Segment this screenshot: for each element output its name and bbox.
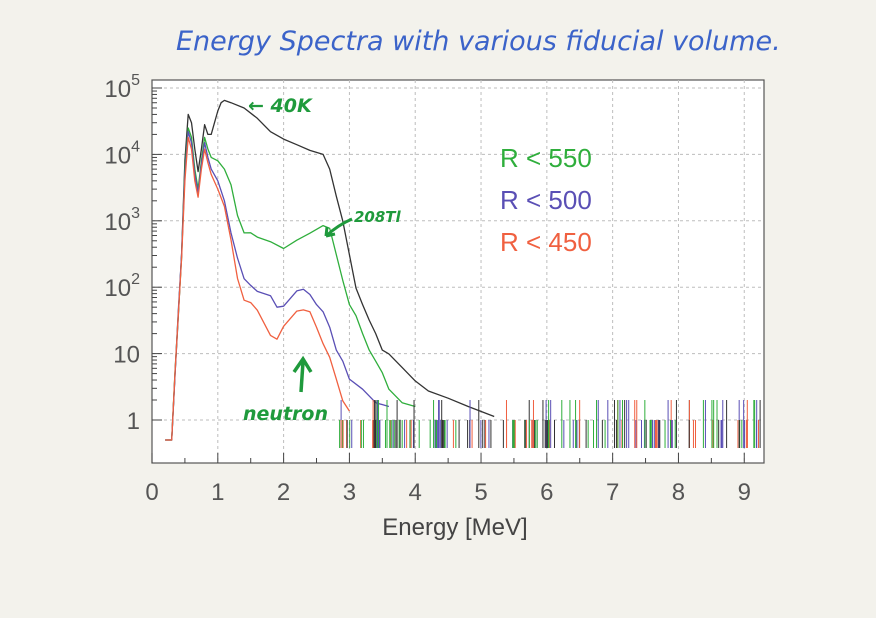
x-tick-label: 8	[672, 479, 685, 506]
annotation-tl208: 208Tl	[354, 208, 402, 226]
y-tick-label: 102	[104, 271, 140, 302]
handwritten-title: Energy Spectra with various fiducial vol…	[176, 26, 781, 57]
sparse-count-spikes	[339, 400, 761, 448]
x-tick-label: 4	[409, 479, 422, 506]
tl208-arrow-head	[324, 226, 336, 238]
x-tick-label: 0	[145, 479, 158, 506]
neutron-arrow	[299, 361, 305, 393]
x-tick-label: 7	[606, 479, 619, 506]
y-tick-label: 105	[104, 72, 140, 103]
annotation-neutron: neutron	[243, 403, 328, 425]
x-tick-label: 3	[343, 479, 356, 506]
annotation-k40: ← 40K	[248, 95, 313, 117]
legend-entry: R < 500	[500, 185, 592, 215]
y-tick-label: 103	[104, 205, 140, 236]
legend-entry: R < 550	[500, 143, 592, 173]
series-line-450	[165, 136, 350, 441]
series-line-all	[165, 99, 495, 441]
grid	[152, 80, 764, 463]
x-tick-label: 6	[540, 479, 553, 506]
legend-entry: R < 450	[500, 227, 592, 257]
series-line-550	[165, 127, 416, 441]
legend: R < 550 R < 500 R < 450	[500, 143, 592, 257]
y-tick-label: 1	[127, 408, 140, 435]
series-layer	[165, 99, 495, 441]
x-tick-label: 2	[277, 479, 290, 506]
x-axis-label: Energy [MeV]	[382, 514, 527, 541]
y-tick-label: 10	[113, 342, 140, 369]
plot-area	[151, 79, 765, 464]
x-tick-label: 5	[474, 479, 487, 506]
x-tick-label: 1	[211, 479, 224, 506]
y-tick-label: 104	[104, 138, 140, 169]
neutron-arrow-head	[292, 355, 313, 373]
x-tick-label: 9	[738, 479, 751, 506]
